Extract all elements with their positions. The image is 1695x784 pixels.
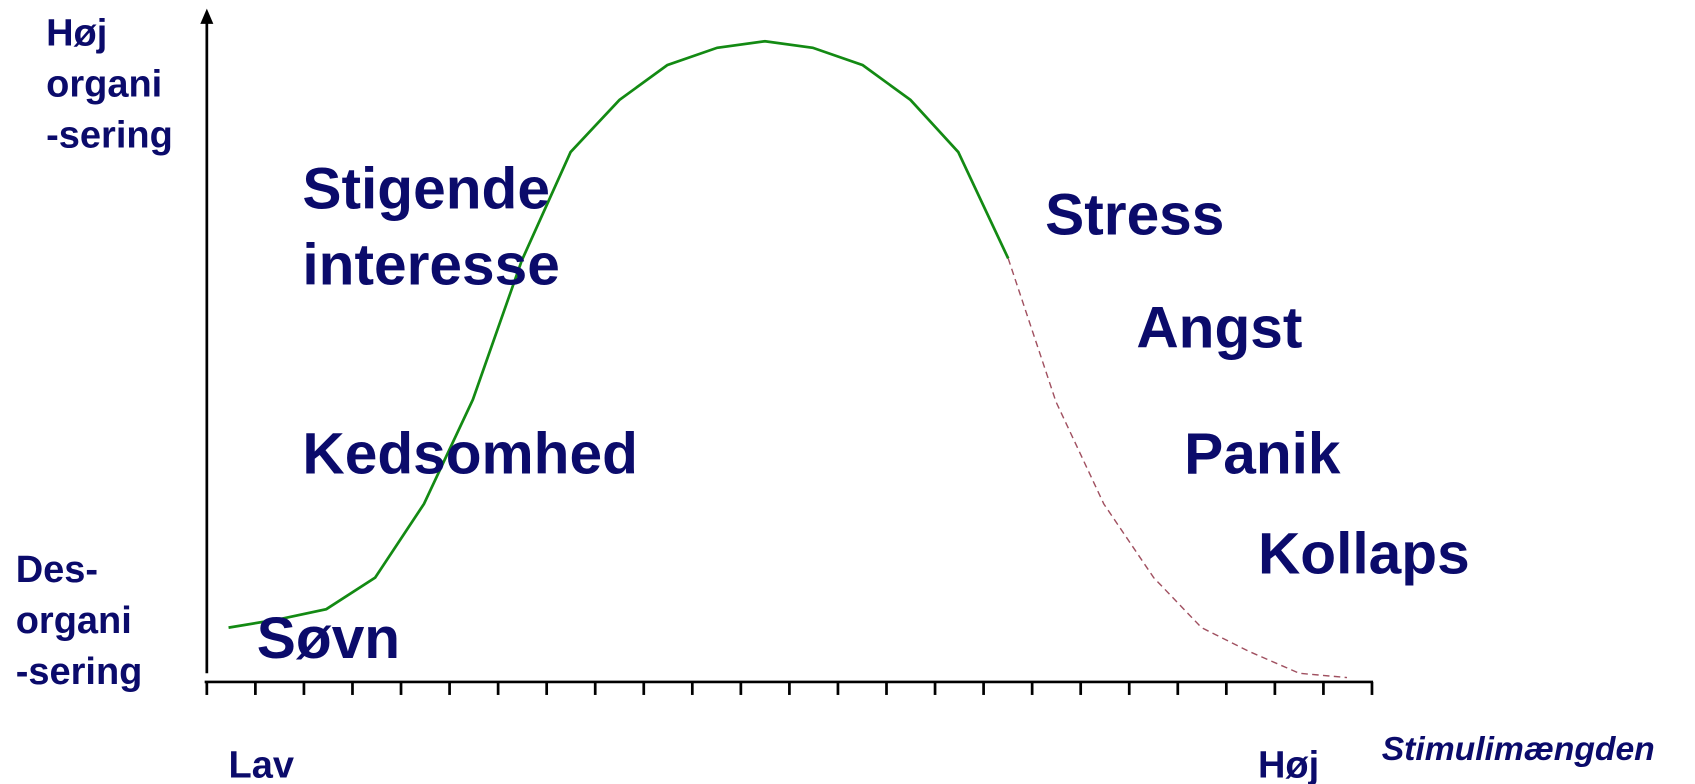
axes <box>200 8 1374 695</box>
y-top-label: Høj <box>46 13 107 55</box>
region-label: Angst <box>1136 295 1302 360</box>
y-bottom-label: Des- <box>16 549 98 591</box>
region-label: interesse <box>302 232 559 297</box>
y-arrow <box>200 8 214 24</box>
region-label: Kollaps <box>1258 521 1470 586</box>
x-high-label: Høj <box>1258 744 1319 784</box>
x-low-label: Lav <box>229 744 294 784</box>
x-ticks <box>205 681 1374 695</box>
curve-solid <box>228 39 1010 629</box>
region-label: Stress <box>1045 183 1224 248</box>
y-bottom-label: -sering <box>16 651 143 693</box>
region-label: Kedsomhed <box>302 421 638 486</box>
region-label: Panik <box>1184 421 1341 486</box>
y-bottom-label: organi <box>16 600 132 642</box>
x-axis-title: Stimulimængden <box>1382 731 1655 768</box>
y-top-label: -sering <box>46 115 173 157</box>
y-top-label: organi <box>46 64 162 106</box>
region-label: Stigende <box>302 156 550 221</box>
region-label: Søvn <box>257 606 400 671</box>
